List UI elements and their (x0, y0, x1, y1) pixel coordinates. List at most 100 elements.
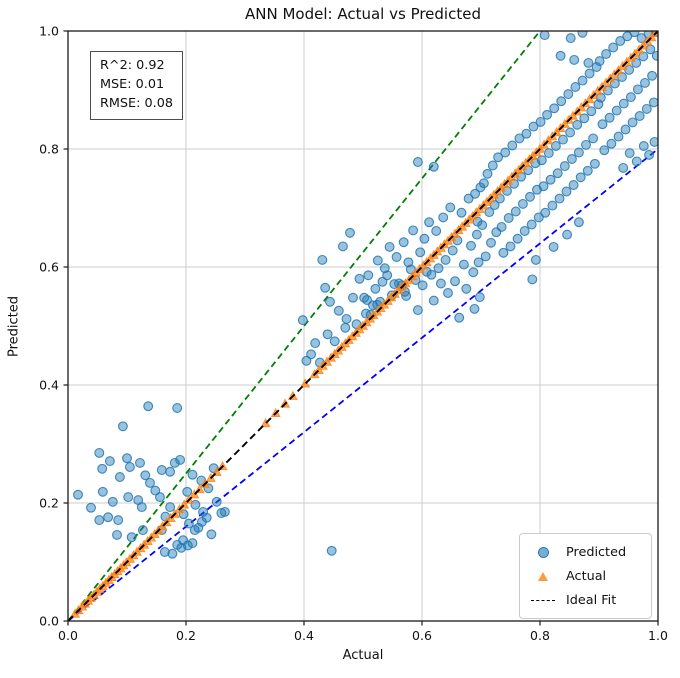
legend-item-actual: Actual (520, 564, 651, 588)
scatter-point-predicted (123, 492, 134, 503)
scatter-point-predicted (547, 200, 558, 211)
scatter-point-predicted (608, 42, 619, 53)
stat-rmse: RMSE: 0.08 (100, 96, 174, 112)
scatter-point-predicted (124, 462, 135, 472)
scatter-point-predicted (613, 131, 624, 142)
y-tick-label: 0.2 (39, 496, 59, 511)
scatter-point-predicted (435, 278, 446, 289)
dashed-line-icon (531, 599, 555, 601)
scatter-point-predicted (556, 96, 567, 107)
scatter-point-predicted (577, 31, 588, 38)
scatter-point-predicted (530, 254, 541, 265)
scatter-point-predicted (542, 109, 553, 120)
scatter-point-predicted (597, 119, 608, 130)
scatter-point-predicted (301, 355, 312, 366)
scatter-point-predicted (382, 270, 393, 281)
scatter-point-predicted (588, 133, 599, 144)
scatter-point-predicted (644, 149, 655, 160)
scatter-point-predicted (443, 288, 453, 298)
x-axis-label: Actual (342, 648, 384, 663)
scatter-point-predicted (487, 160, 498, 171)
legend-label: Ideal Fit (566, 592, 617, 608)
scatter-point-predicted (599, 145, 610, 156)
scatter-point-predicted (581, 139, 591, 150)
x-tick-label: 0.8 (530, 628, 550, 643)
dashed-line-legend-marker (520, 599, 566, 601)
legend-label: Predicted (566, 544, 627, 560)
scatter-point-predicted (498, 247, 509, 258)
scatter-point-predicted (156, 465, 167, 475)
scatter-point-predicted (545, 174, 556, 185)
circle-icon (537, 546, 549, 558)
scatter-point-predicted (372, 255, 383, 266)
scatter-point-predicted (94, 447, 105, 458)
scatter-point-predicted (624, 148, 635, 159)
scatter-point-predicted (438, 212, 449, 223)
scatter-point-predicted (606, 138, 617, 149)
y-tick-label: 0.4 (39, 378, 59, 393)
scatter-point-predicted (175, 454, 186, 465)
scatter-point-predicted (306, 349, 317, 360)
scatter-point-predicted (348, 292, 358, 303)
scatter-point-predicted (103, 512, 114, 523)
scatter-point-predicted (469, 303, 480, 314)
scatter-point-predicted (563, 89, 574, 100)
scatter-point-predicted (159, 547, 170, 557)
scatter-point-predicted (648, 97, 658, 108)
scatter-point-predicted (440, 254, 451, 265)
y-axis-label: Predicted (6, 295, 22, 358)
scatter-point-predicted (447, 245, 458, 256)
scatter-point-predicted (97, 463, 108, 474)
scatter-point-predicted (554, 193, 565, 204)
scatter-point-predicted (165, 466, 176, 477)
scatter-point-predicted (565, 127, 576, 138)
scatter-point-predicted (463, 193, 474, 204)
scatter-point-predicted (363, 270, 374, 281)
scatter-point-predicted (165, 502, 176, 513)
scatter-point-predicted (333, 305, 344, 316)
scatter-point-predicted (549, 103, 560, 114)
scatter-point-actual (260, 417, 271, 428)
scatter-point-predicted (450, 276, 460, 287)
chart-title: ANN Model: Actual vs Predicted (245, 5, 481, 23)
scatter-point-predicted (107, 496, 118, 507)
scatter-point-predicted (325, 296, 335, 307)
scatter-point-predicted (320, 282, 331, 293)
scatter-point-predicted (172, 403, 183, 413)
scatter-point-predicted (618, 98, 629, 109)
scatter-point-predicted (471, 229, 482, 240)
scatter-point-predicted (370, 283, 381, 294)
scatter-point-predicted (559, 161, 570, 172)
scatter-point-predicted (500, 147, 511, 158)
scatter-point-predicted (632, 84, 643, 95)
scatter-point-predicted (641, 103, 652, 114)
scatter-point-predicted (572, 119, 583, 130)
scatter-point-predicted (122, 453, 132, 464)
scatter-point-predicted (473, 257, 484, 268)
scatter-point-predicted (354, 273, 365, 284)
scatter-point-predicted (638, 141, 649, 151)
scatter-point-predicted (496, 221, 507, 232)
scatter-point-predicted (594, 56, 605, 67)
scatter-point-predicted (445, 202, 456, 213)
scatter-point-predicted (340, 322, 351, 333)
scatter-point-predicted (618, 162, 629, 173)
scatter-point-predicted (143, 401, 154, 412)
scatter-point-predicted (428, 161, 439, 172)
scatter-point-predicted (538, 181, 549, 192)
stat-r2: R^2: 0.92 (100, 58, 165, 73)
scatter-point-predicted (187, 538, 198, 549)
x-tick-label: 0.2 (176, 628, 196, 643)
scatter-point-predicted (424, 217, 435, 228)
stat-mse: MSE: 0.01 (100, 77, 165, 93)
scatter-point-predicted (493, 152, 504, 163)
scatter-point-predicted (341, 313, 352, 324)
y-tick-label: 0.6 (39, 260, 59, 275)
legend: Predicted Actual Ideal Fit (519, 533, 652, 619)
scatter-point-predicted (561, 186, 572, 197)
scatter-point-predicted (193, 522, 204, 533)
scatter-point-predicted (468, 267, 479, 278)
x-tick-label: 0.4 (294, 628, 314, 643)
scatter-point-predicted (539, 31, 550, 41)
scatter-point-predicted (329, 336, 340, 347)
